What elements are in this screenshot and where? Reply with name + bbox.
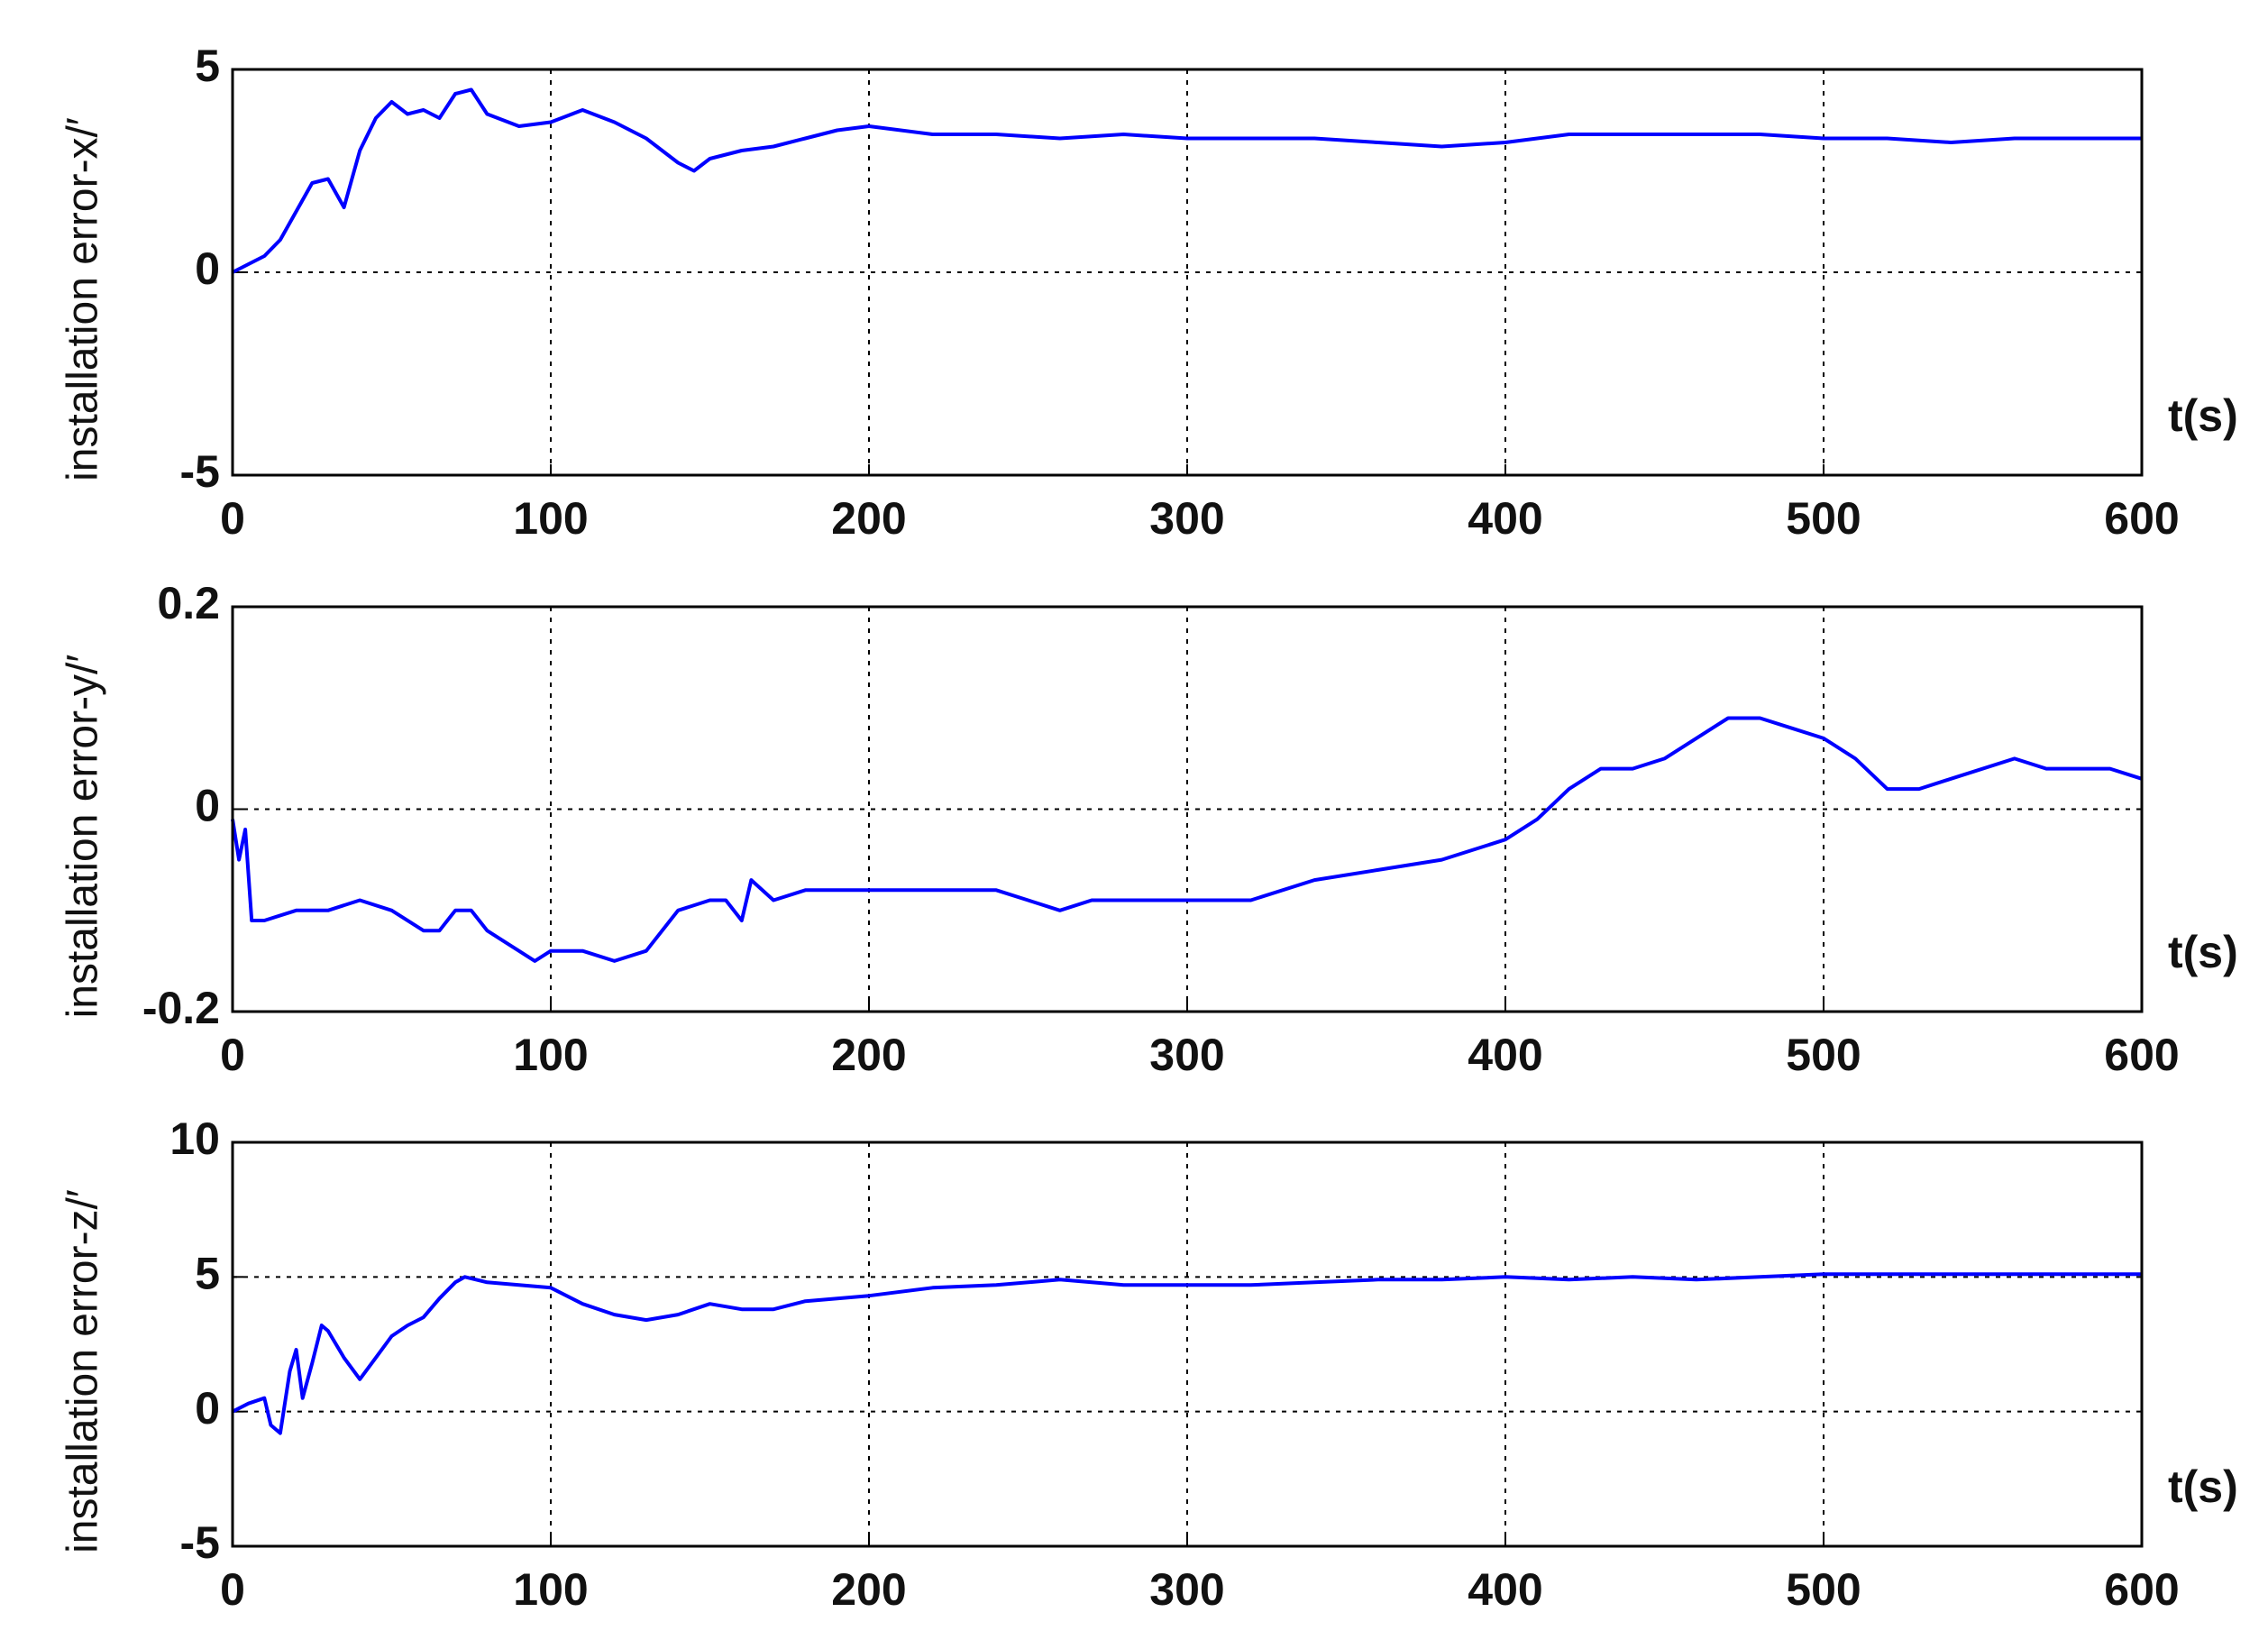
y-tick-label: 0 bbox=[195, 1383, 220, 1434]
y-axis-label: installation error-x/′ bbox=[59, 117, 107, 481]
x-axis-label: t(s) bbox=[2168, 927, 2238, 977]
x-axis-label: t(s) bbox=[2168, 1461, 2238, 1512]
y-tick-label: 0 bbox=[195, 781, 220, 831]
x-tick-label: 600 bbox=[2104, 493, 2179, 544]
y-tick-label: -0.2 bbox=[142, 983, 220, 1033]
x-tick-label: 0 bbox=[220, 493, 245, 544]
x-tick-label: 200 bbox=[831, 1030, 906, 1080]
x-tick-label: 500 bbox=[1786, 1030, 1861, 1080]
x-tick-label: 300 bbox=[1149, 493, 1224, 544]
y-axis-label: installation error-y/′ bbox=[59, 655, 107, 1019]
plot-frame bbox=[231, 1141, 2144, 1548]
y-tick-label: 0 bbox=[195, 243, 220, 294]
x-tick-label: 300 bbox=[1149, 1030, 1224, 1080]
data-line bbox=[232, 1272, 2142, 1435]
x-tick-label: 600 bbox=[2104, 1564, 2179, 1615]
x-tick-label: 400 bbox=[1468, 493, 1542, 544]
x-tick-label: 500 bbox=[1786, 493, 1861, 544]
x-tick-label: 300 bbox=[1149, 1564, 1224, 1615]
y-tick-label: 5 bbox=[195, 1249, 220, 1299]
x-tick-label: 600 bbox=[2104, 1030, 2179, 1080]
x-tick-label: 100 bbox=[513, 1564, 588, 1615]
y-tick-label: 0.2 bbox=[157, 578, 220, 628]
x-tick-label: 200 bbox=[831, 1564, 906, 1615]
x-tick-label: 200 bbox=[831, 493, 906, 544]
x-tick-label: 400 bbox=[1468, 1030, 1542, 1080]
data-line bbox=[232, 87, 2142, 274]
y-axis-label: installation error-z/′ bbox=[59, 1189, 107, 1553]
data-line bbox=[231, 716, 2143, 963]
x-tick-label: 400 bbox=[1468, 1564, 1542, 1615]
plot-frame bbox=[231, 68, 2144, 477]
x-tick-label: 0 bbox=[220, 1030, 245, 1080]
x-axis-label: t(s) bbox=[2168, 390, 2238, 441]
plot-frame bbox=[231, 605, 2144, 1013]
x-tick-label: 0 bbox=[220, 1564, 245, 1615]
y-tick-label: -5 bbox=[180, 446, 220, 497]
y-tick-label: 5 bbox=[195, 41, 220, 91]
plot-area bbox=[233, 1142, 2142, 1546]
x-tick-label: 100 bbox=[513, 1030, 588, 1080]
y-tick-label: 10 bbox=[169, 1113, 220, 1164]
x-tick-label: 500 bbox=[1786, 1564, 1861, 1615]
y-tick-label: -5 bbox=[180, 1517, 220, 1568]
x-tick-label: 100 bbox=[513, 493, 588, 544]
